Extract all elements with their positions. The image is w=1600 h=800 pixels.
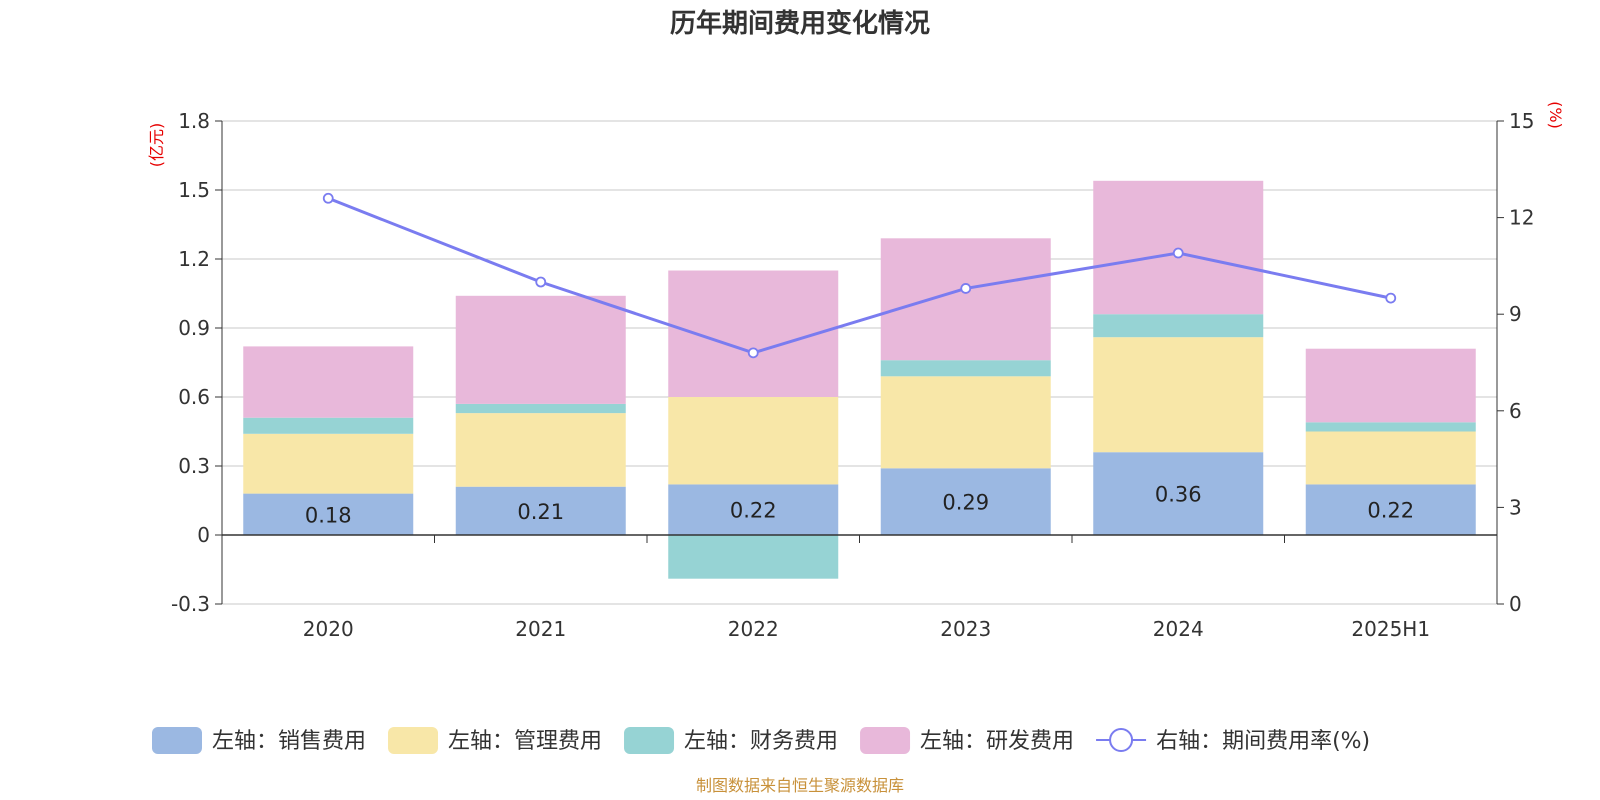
x-tick-label: 2020 <box>303 617 354 641</box>
x-tick-label: 2024 <box>1153 617 1204 641</box>
source-note: 制图数据来自恒生聚源数据库 <box>696 776 904 795</box>
right-axis-unit: (%) <box>1546 101 1565 129</box>
rate-point <box>535 276 547 288</box>
bar-segment <box>1305 484 1476 535</box>
bar-segment <box>1093 452 1264 535</box>
bar-segment <box>1093 314 1264 338</box>
legend-label: 左轴：管理费用 <box>448 729 602 754</box>
bar-data-label: 0.36 <box>1155 483 1202 507</box>
right-tick-label: 12 <box>1509 206 1534 230</box>
bar-segment <box>1093 180 1264 315</box>
rate-point <box>1172 247 1184 259</box>
bar-segment <box>243 433 414 494</box>
bar-data-label: 0.21 <box>517 500 564 524</box>
bar-segment <box>668 397 839 485</box>
right-tick-label: 3 <box>1509 495 1522 519</box>
bar-segment <box>1305 422 1476 432</box>
bar-segment <box>880 468 1051 535</box>
rate-line-group <box>322 192 1397 359</box>
bar-segment <box>455 413 626 487</box>
legend-label: 右轴：期间费用率(%) <box>1156 729 1370 754</box>
bar-segment <box>243 346 414 418</box>
legend-swatch <box>152 727 202 754</box>
legend-swatch <box>860 727 911 754</box>
bar-segment <box>880 360 1051 377</box>
left-tick-label: 1.2 <box>178 247 210 271</box>
right-tick-label: 0 <box>1509 592 1522 616</box>
bar-segment <box>1093 337 1264 453</box>
bar-segment <box>1305 348 1476 423</box>
axes-group: -0.3 0 0.3 0.6 0.9 1.2 1.5 1.8 0 3 6 9 12 15 2020 2021 2… <box>171 109 1534 641</box>
legend-label: 左轴：研发费用 <box>920 729 1074 754</box>
left-tick-label: 1.8 <box>178 109 210 133</box>
bar-segment <box>243 417 414 434</box>
bar-data-label: 0.29 <box>942 491 989 515</box>
right-tick-label: 6 <box>1509 399 1522 423</box>
legend-swatch <box>624 727 675 754</box>
bar-segment <box>668 535 839 579</box>
x-tick-label: 2023 <box>940 617 991 641</box>
left-axis-unit: (亿元) <box>147 123 166 168</box>
bar-segment <box>880 376 1051 469</box>
bar-segment <box>455 403 626 414</box>
x-tick-label: 2025H1 <box>1351 617 1430 641</box>
rate-line <box>327 196 1392 355</box>
bar-segment <box>668 484 839 535</box>
legend-label: 左轴：销售费用 <box>212 729 366 754</box>
legend-marker-swatch <box>1109 728 1134 752</box>
bar-segment <box>455 295 626 404</box>
chart-title: 历年期间费用变化情况 <box>670 8 930 39</box>
rate-point <box>1385 292 1397 304</box>
bar-data-label: 0.18 <box>305 503 352 527</box>
legend: 左轴：销售费用 左轴：管理费用 左轴：财务费用 左轴：研发费用 右轴：期间费用率(%) <box>152 727 1370 754</box>
left-tick-label: -0.3 <box>171 592 210 616</box>
left-tick-label: 0 <box>197 523 210 547</box>
right-tick-label: 15 <box>1509 109 1534 133</box>
bar-data-label: 0.22 <box>730 499 777 523</box>
left-tick-label: 0.9 <box>178 316 210 340</box>
legend-label: 左轴：财务费用 <box>684 729 838 754</box>
right-tick-label: 9 <box>1509 302 1522 326</box>
x-tick-label: 2021 <box>515 617 566 641</box>
bar-data-label: 0.22 <box>1367 499 1414 523</box>
rate-point <box>322 192 334 204</box>
left-tick-label: 1.5 <box>178 178 210 202</box>
data-labels-group: 0.18 0.21 0.22 0.29 0.36 0.22 <box>305 483 1414 528</box>
bar-segment <box>880 238 1051 361</box>
bars-group <box>243 180 1476 579</box>
bar-segment <box>243 493 414 535</box>
bar-segment <box>1305 431 1476 485</box>
x-tick-label: 2022 <box>728 617 779 641</box>
left-tick-label: 0.3 <box>178 454 210 478</box>
rate-point <box>747 347 759 359</box>
rate-point <box>960 283 972 294</box>
bar-segment <box>455 486 626 535</box>
legend-swatch <box>388 727 439 754</box>
left-tick-label: 0.6 <box>178 385 210 409</box>
